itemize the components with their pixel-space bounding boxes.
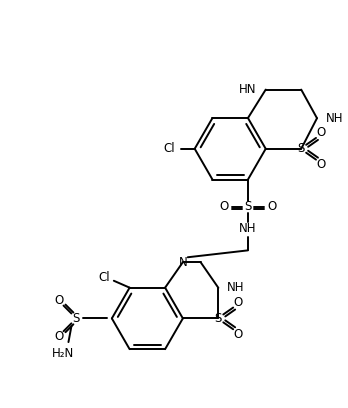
Text: Cl: Cl [163,142,175,155]
Text: O: O [234,296,243,309]
Text: NH: NH [227,282,245,294]
Text: H₂N: H₂N [52,348,74,360]
Text: S: S [215,312,222,325]
Text: Cl: Cl [98,271,110,284]
Text: HN: HN [239,83,257,96]
Text: O: O [316,158,326,171]
Text: NH: NH [239,222,257,235]
Text: S: S [244,200,252,213]
Text: S: S [298,142,305,155]
Text: O: O [220,200,229,213]
Text: O: O [234,328,243,341]
Text: O: O [267,200,276,213]
Text: O: O [54,294,63,307]
Text: O: O [316,126,326,140]
Text: NH: NH [326,112,343,125]
Text: O: O [54,330,63,343]
Text: S: S [73,312,80,325]
Text: N: N [179,256,187,269]
